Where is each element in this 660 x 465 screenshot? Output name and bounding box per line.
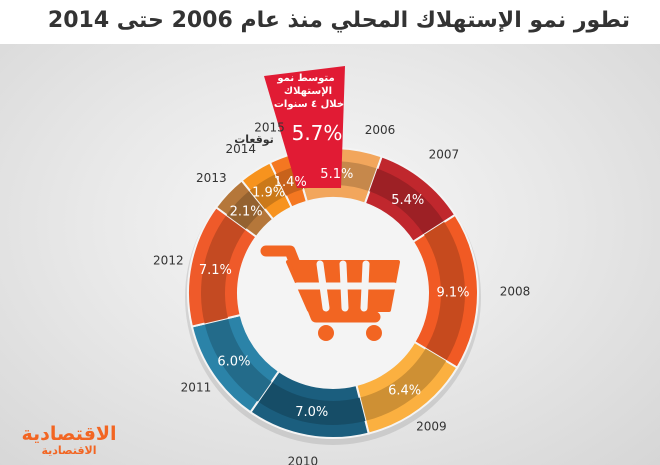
slice-band-2012 <box>201 214 246 324</box>
shopping-cart-icon <box>260 245 400 341</box>
value-label-2011: 6.0% <box>217 355 250 370</box>
title-bar: تطور نمو الإستهلاك المحلي منذ عام 2006 ح… <box>0 0 660 44</box>
slice-band-2013 <box>226 190 265 230</box>
slice-band-2007 <box>369 168 445 235</box>
slice-band-2008 <box>423 221 465 362</box>
average-value-label: 5.7% <box>292 121 343 145</box>
year-label-2014: 2014 <box>225 142 256 156</box>
year-label-2007: 2007 <box>429 148 460 162</box>
year-label-2008: 2008 <box>500 284 531 298</box>
segment-2010 <box>249 369 370 439</box>
value-label-2006: 5.1% <box>320 167 353 182</box>
value-label-2010: 7.0% <box>295 405 328 420</box>
slice-band-2010 <box>257 381 366 425</box>
year-labels: 2007 2008 2009 2010 2011 2012 2013 2014 2015 2006 <box>153 121 530 465</box>
year-label-2011: 2011 <box>181 381 212 395</box>
average-label-line-1: متوسط نمو <box>276 73 334 84</box>
forecast-label: توقعات <box>234 133 274 146</box>
average-label-line-3: خلال ٤ سنوات <box>274 99 344 110</box>
value-label-2015: 1.4% <box>274 175 307 190</box>
value-label-2009: 6.4% <box>388 383 421 398</box>
year-label-2013: 2013 <box>196 171 227 185</box>
value-label-2008: 9.1% <box>436 285 469 300</box>
slice-band-2011 <box>204 317 272 402</box>
publisher-logo: الاقتصادية الاقتصادية <box>14 424 124 460</box>
logo-main-text: الاقتصادية <box>21 423 117 445</box>
value-labels: 5.1% 5.4% 9.1% 6.4% 7.0% 6.0% 7.1% 2.1% 1.9%1.4% <box>199 167 470 420</box>
average-growth-banner: متوسط نمو الإستهلاك خلال ٤ سنوات 5.7% <box>264 66 345 188</box>
chart-title: تطور نمو الإستهلاك المحلي منذ عام 2006 ح… <box>47 8 630 33</box>
slice-band-2014 <box>249 174 287 210</box>
year-label-2006: 2006 <box>365 123 396 137</box>
value-label-2014: 1.9% <box>252 186 285 201</box>
year-label-2015: 2015 <box>254 121 285 135</box>
year-label-2010: 2010 <box>288 454 319 465</box>
logo-sub-text: الاقتصادية <box>41 444 97 457</box>
slice-band-2009 <box>359 348 447 421</box>
year-label-2012: 2012 <box>153 254 184 268</box>
average-label-line-2: الإستهلاك <box>284 86 332 97</box>
year-label-2009: 2009 <box>416 419 447 433</box>
average-banner-shape <box>264 66 345 188</box>
segment-2012 <box>187 205 258 328</box>
value-label-2007: 5.4% <box>391 193 424 208</box>
value-label-2012: 7.1% <box>199 263 232 278</box>
value-label-2013: 2.1% <box>230 204 263 219</box>
